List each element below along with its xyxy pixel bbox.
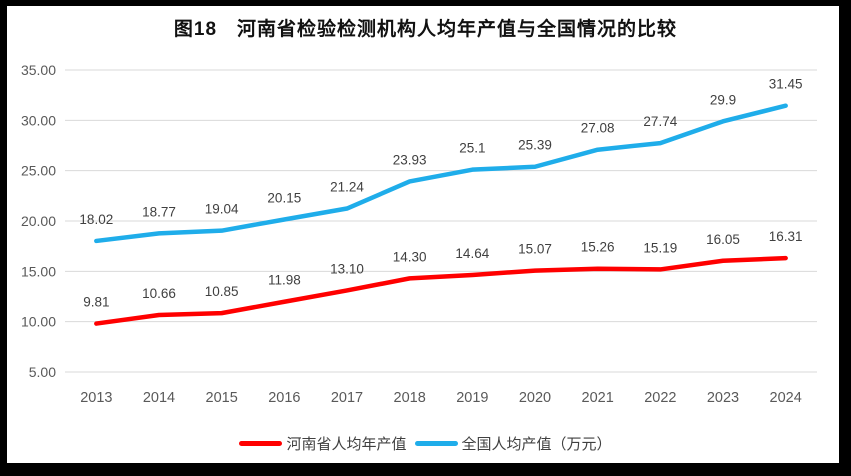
data-label: 16.31: [769, 229, 803, 244]
chart-legend: 河南省人均年产值 全国人均产值（万元）: [0, 433, 851, 454]
y-tick-label: 35.00: [21, 62, 56, 78]
data-label: 19.04: [205, 202, 239, 217]
data-label: 15.07: [518, 242, 552, 257]
y-tick-label: 5.00: [29, 364, 56, 380]
data-label: 14.30: [393, 249, 427, 264]
legend-swatch-1: [414, 441, 458, 446]
data-label: 11.98: [268, 273, 301, 288]
x-tick-label: 2014: [143, 390, 175, 406]
data-label: 9.81: [83, 295, 109, 310]
y-tick-label: 10.00: [21, 314, 56, 330]
data-label: 13.10: [330, 261, 364, 276]
data-label: 15.26: [581, 240, 615, 255]
data-label: 10.66: [142, 286, 176, 301]
legend-label-national: 全国人均产值（万元）: [461, 436, 612, 453]
legend-item-henan: 河南省人均年产值: [239, 433, 407, 454]
x-tick-label: 2019: [456, 390, 488, 406]
x-tick-label: 2021: [582, 390, 614, 406]
data-label: 29.9: [710, 92, 736, 107]
data-label: 23.93: [393, 152, 427, 167]
data-label: 21.24: [330, 180, 364, 195]
x-tick-label: 2018: [394, 390, 426, 406]
x-tick-label: 2022: [644, 390, 676, 406]
x-tick-label: 2020: [519, 390, 551, 406]
data-label: 18.77: [142, 204, 176, 219]
x-tick-label: 2015: [206, 390, 238, 406]
legend-item-national: 全国人均产值（万元）: [414, 433, 612, 454]
data-label: 20.15: [267, 190, 301, 205]
data-label: 25.1: [459, 141, 485, 156]
x-tick-label: 2023: [707, 390, 739, 406]
data-label: 14.64: [455, 246, 489, 261]
y-tick-label: 30.00: [21, 112, 56, 128]
y-tick-label: 20.00: [21, 213, 56, 229]
legend-label-henan: 河南省人均年产值: [286, 436, 407, 453]
x-tick-label: 2017: [331, 390, 363, 406]
data-label: 15.19: [643, 240, 677, 255]
data-label: 16.05: [706, 232, 740, 247]
y-tick-label: 25.00: [21, 163, 56, 179]
legend-swatch-0: [239, 441, 283, 446]
chart-title: 图18 河南省检验检测机构人均年产值与全国情况的比较: [173, 19, 678, 40]
data-label: 27.74: [643, 114, 677, 129]
data-label: 31.45: [769, 77, 803, 92]
x-tick-label: 2013: [80, 390, 112, 406]
series-line-0: [94, 255, 788, 326]
x-tick-label: 2024: [770, 390, 802, 406]
series-line-1: [94, 103, 788, 244]
data-label: 27.08: [581, 121, 615, 136]
data-label: 10.85: [205, 284, 239, 299]
data-label: 25.39: [518, 138, 552, 153]
x-tick-label: 2016: [268, 390, 300, 406]
data-label: 18.02: [79, 212, 113, 227]
y-tick-label: 15.00: [21, 263, 56, 279]
